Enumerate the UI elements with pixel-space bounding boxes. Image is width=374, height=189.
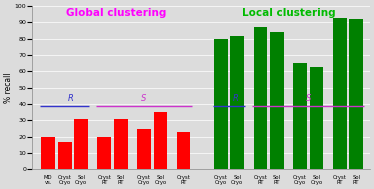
Bar [154,112,167,169]
Bar [98,137,111,169]
Text: R: R [232,94,238,103]
Bar [74,119,88,169]
Bar [137,129,151,169]
Bar [214,39,228,169]
Text: S: S [306,94,311,103]
Bar [293,63,307,169]
Text: S: S [141,94,147,103]
Bar [254,27,267,169]
Bar [333,18,347,169]
Text: Local clustering: Local clustering [242,8,335,18]
Bar [58,142,71,169]
Y-axis label: % recall: % recall [4,72,13,103]
Bar [230,36,244,169]
Bar [270,32,284,169]
Bar [114,119,128,169]
Bar [349,19,363,169]
Text: Global clustering: Global clustering [66,8,166,18]
Text: R: R [68,94,74,103]
Bar [310,67,324,169]
Bar [177,132,190,169]
Bar [42,137,55,169]
